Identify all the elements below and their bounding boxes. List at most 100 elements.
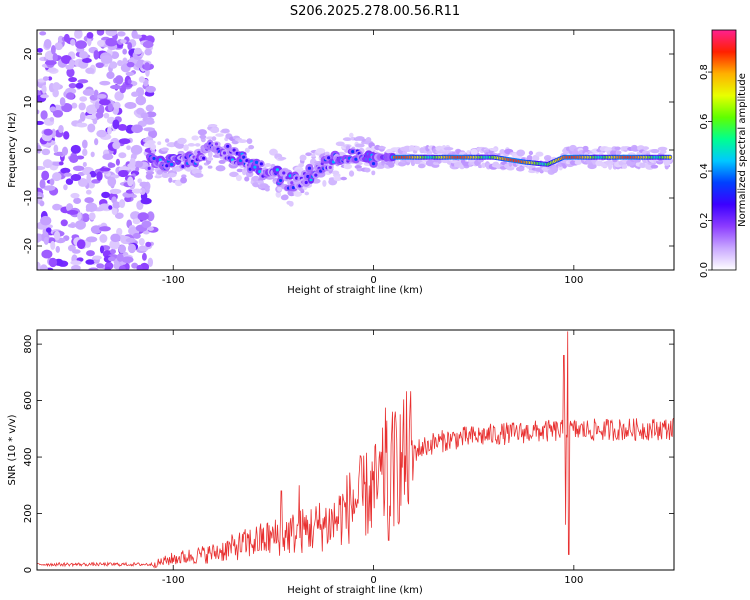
noise-cell — [79, 96, 88, 102]
noise-cell — [49, 178, 55, 186]
halo-cell — [193, 172, 204, 178]
halo-cell — [191, 135, 199, 141]
noise-cell — [145, 241, 152, 247]
noise-cell — [147, 257, 154, 267]
halo-cell — [385, 161, 395, 166]
noise-cell — [98, 104, 105, 115]
halo-cell — [417, 163, 426, 169]
noise-cell — [121, 256, 134, 264]
noise-cell — [85, 114, 97, 120]
noise-cell — [90, 225, 102, 234]
noise-cell — [135, 95, 147, 106]
halo-cell — [657, 146, 668, 151]
ridge-core-cell — [290, 181, 294, 185]
noise-cell — [79, 51, 89, 59]
halo-cell — [244, 176, 250, 182]
noise-cell — [117, 124, 128, 131]
noise-cell — [132, 218, 141, 225]
noise-cell — [131, 124, 143, 134]
noise-cell — [110, 84, 122, 90]
noise-cell — [39, 31, 47, 36]
noise-cell — [118, 265, 126, 270]
halo-cell — [215, 165, 226, 172]
spectrogram-cells — [37, 30, 674, 270]
noise-cell — [72, 165, 85, 171]
halo-cell — [175, 142, 185, 149]
ridge-core-cell — [371, 162, 376, 166]
halo-cell — [194, 143, 201, 147]
halo-cell — [298, 163, 305, 168]
noise-cell — [85, 67, 95, 74]
noise-cell — [99, 226, 111, 232]
noise-cell — [87, 181, 95, 189]
noise-cell — [117, 31, 126, 37]
halo-cell — [605, 160, 615, 166]
halo-cell — [218, 159, 226, 164]
halo-cell — [574, 159, 582, 165]
noise-cell — [139, 181, 149, 188]
noise-cell — [85, 189, 92, 195]
halo-cell — [207, 150, 213, 158]
halo-cell — [528, 150, 534, 156]
noise-cell — [147, 226, 154, 231]
noise-cell — [63, 172, 72, 177]
halo-cell — [277, 186, 282, 192]
noise-cell — [125, 189, 134, 194]
halo-cell — [164, 138, 170, 143]
halo-cell — [333, 176, 342, 182]
noise-cell — [127, 42, 133, 51]
noise-cell — [63, 33, 70, 43]
halo-cell — [413, 145, 421, 151]
noise-cell — [141, 220, 152, 229]
halo-cell — [293, 191, 302, 197]
noise-cell — [88, 212, 96, 221]
noise-cell — [63, 131, 70, 140]
noise-cell — [79, 111, 86, 122]
halo-cell — [322, 179, 327, 187]
noise-cell — [122, 57, 128, 65]
noise-cell — [37, 166, 46, 171]
snr-x-ticks: -100 0 100 — [162, 330, 583, 586]
noise-cell — [86, 173, 92, 184]
noise-cell — [102, 153, 114, 160]
noise-cell — [85, 236, 98, 243]
halo-cell — [304, 191, 310, 196]
noise-cell — [43, 38, 52, 49]
noise-cell — [54, 42, 63, 51]
halo-cell — [207, 165, 213, 169]
noise-cell — [39, 179, 46, 189]
noise-cell — [57, 35, 64, 43]
noise-cell — [107, 126, 112, 135]
noise-cell — [127, 243, 137, 254]
noise-cell — [37, 261, 41, 270]
noise-cell — [70, 39, 76, 46]
noise-cell — [116, 227, 123, 236]
noise-cell — [140, 112, 149, 119]
halo-cell — [199, 134, 207, 139]
noise-cell — [146, 111, 157, 118]
halo-cell — [355, 143, 365, 148]
noise-cell — [74, 30, 83, 39]
noise-cell — [71, 249, 81, 254]
noise-cell — [77, 212, 82, 221]
noise-cell — [51, 128, 56, 139]
noise-cell — [130, 144, 143, 155]
noise-cell — [52, 82, 61, 91]
halo-cell — [229, 171, 239, 178]
noise-cell — [96, 171, 103, 181]
noise-cell — [137, 178, 143, 184]
noise-cell — [97, 93, 107, 99]
noise-cell — [52, 109, 64, 118]
halo-cell — [408, 145, 415, 152]
noise-cell — [40, 215, 52, 226]
noise-cell — [65, 92, 75, 100]
spectrogram-y-tick-label: 20 — [23, 48, 34, 61]
noise-cell — [73, 197, 82, 204]
noise-cell — [99, 167, 111, 172]
noise-cell — [85, 202, 98, 213]
halo-cell — [342, 137, 353, 142]
noise-cell — [77, 79, 89, 84]
noise-cell — [59, 97, 66, 107]
noise-cell — [126, 145, 131, 151]
noise-cell — [112, 119, 120, 130]
